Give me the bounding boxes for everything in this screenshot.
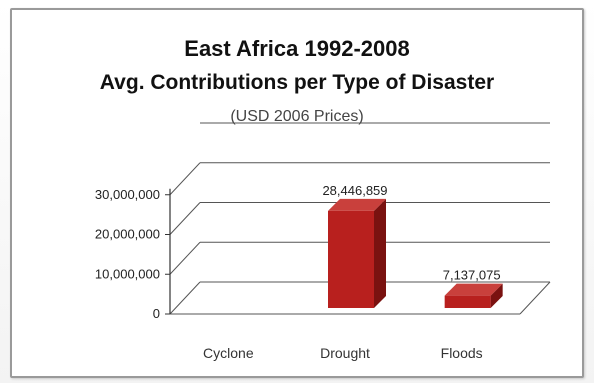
gridline-depth xyxy=(169,162,201,196)
bar-top xyxy=(444,283,503,296)
x-category-label: Floods xyxy=(441,345,483,361)
gridline-depth xyxy=(169,281,201,315)
y-tick-label: 20,000,000 xyxy=(95,227,160,242)
bar-side xyxy=(490,283,503,308)
y-tick-label: 30,000,000 xyxy=(95,187,160,202)
chart-note: (USD 2006 Prices) xyxy=(230,108,364,125)
x-category-label: Drought xyxy=(320,345,370,361)
chart-title: East Africa 1992-2008 xyxy=(184,36,410,61)
floor-right-edge xyxy=(519,281,551,315)
bar-top xyxy=(328,198,386,211)
y-tick-label: 0 xyxy=(153,306,160,321)
bar-side xyxy=(374,198,386,308)
chart-subtitle: Avg. Contributions per Type of Disaster xyxy=(99,71,495,94)
bar xyxy=(444,295,491,308)
bar xyxy=(328,210,374,308)
gridline-depth xyxy=(169,202,201,235)
y-tick-label: 10,000,000 xyxy=(95,266,160,281)
gridline-depth xyxy=(169,241,201,275)
data-label: 28,446,859 xyxy=(322,183,387,198)
x-category-label: Cyclone xyxy=(203,345,254,361)
chart-panel xyxy=(10,8,584,378)
data-label: 7,137,075 xyxy=(443,268,501,283)
